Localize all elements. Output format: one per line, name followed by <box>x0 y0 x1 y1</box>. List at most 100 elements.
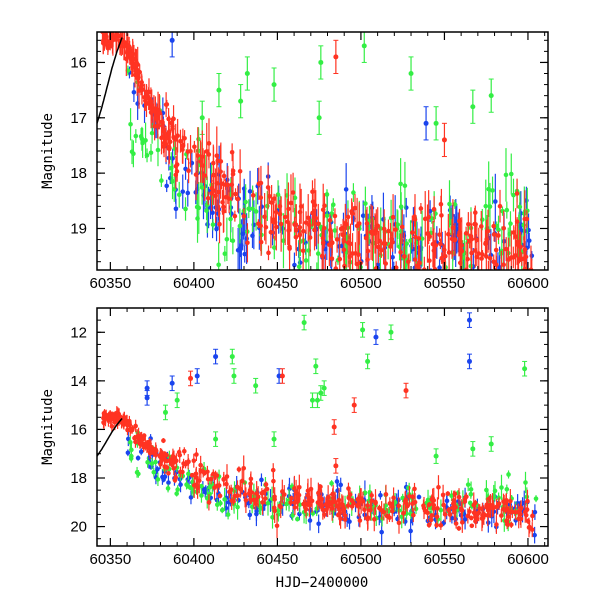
top-red-point <box>480 252 485 257</box>
bottom-red-outlier-point <box>331 424 337 430</box>
top-blue-point <box>493 199 498 204</box>
top-blue-point <box>496 270 501 275</box>
top-green-point <box>253 209 259 214</box>
top-red-point <box>271 217 276 223</box>
top-red-point <box>144 89 149 95</box>
top-red-point <box>229 149 235 155</box>
top-green-point <box>222 251 228 257</box>
bottom-red-point <box>339 501 345 507</box>
bottom-green-point <box>129 453 134 459</box>
bottom-red-point <box>442 512 448 517</box>
top-red-point <box>377 238 383 244</box>
bottom-red-point <box>174 458 179 464</box>
top-green-outlier-point <box>361 43 367 49</box>
bottom-red-point <box>525 498 530 504</box>
top-red-point <box>457 230 462 235</box>
bottom-x-tick-label: 60350 <box>90 551 132 568</box>
top-red-point <box>473 222 478 227</box>
top-blue-point <box>131 89 137 95</box>
bottom-red-point <box>508 498 513 504</box>
top-red-point <box>134 75 140 81</box>
bottom-red-point <box>178 469 183 475</box>
top-green-point <box>237 223 243 229</box>
bottom-green-outlier-point <box>271 436 277 442</box>
top-red-point <box>286 206 291 212</box>
bottom-red-point <box>402 498 408 504</box>
bottom-blue-point <box>126 436 131 442</box>
top-red-outlier-point <box>333 54 339 60</box>
bottom-green-outlier-point <box>229 354 235 360</box>
top-red-point <box>349 209 354 214</box>
bottom-red-point <box>475 510 481 516</box>
bottom-red-point <box>358 498 364 504</box>
bottom-x-tick-label: 60500 <box>340 551 382 568</box>
bottom-red-point <box>453 504 458 510</box>
bottom-green-point <box>362 490 368 496</box>
top-red-point <box>265 185 271 190</box>
top-red-point <box>151 108 157 113</box>
top-blue-point <box>242 251 247 257</box>
top-red-point <box>241 213 247 219</box>
bottom-red-point <box>236 467 242 472</box>
bottom-red-point <box>161 438 166 443</box>
bottom-red-point <box>387 501 393 506</box>
bottom-panel: 60350 60400 60450 60500 60550 60600 12 14 16 18 20… <box>40 307 549 591</box>
bottom-red-point <box>169 462 175 467</box>
bottom-red-point <box>518 516 524 522</box>
bottom-blue-point <box>532 532 537 538</box>
top-green-point <box>398 181 403 187</box>
top-red-point <box>486 281 491 286</box>
bottom-plot-frame <box>96 307 549 547</box>
bottom-red-point <box>447 512 453 517</box>
bottom-red-point <box>365 503 370 508</box>
bottom-red-point <box>228 487 234 492</box>
bottom-red-outlier-point <box>403 388 409 394</box>
bottom-data-layer <box>97 312 539 545</box>
bottom-red-point <box>293 489 299 495</box>
top-blue-point <box>403 275 408 280</box>
top-red-point <box>416 265 421 270</box>
bottom-green-point <box>413 506 419 512</box>
bottom-red-point <box>206 500 212 505</box>
top-red-point <box>431 248 437 253</box>
bottom-red-point <box>194 452 199 457</box>
top-red-point <box>233 191 238 197</box>
top-red-point <box>437 232 442 237</box>
bottom-green-point <box>499 485 504 490</box>
bottom-red-point <box>459 507 465 513</box>
bottom-red-point <box>289 495 294 501</box>
bottom-red-point <box>150 446 156 452</box>
top-red-point <box>303 220 309 225</box>
top-blue-outlier-point <box>423 120 429 126</box>
top-green-point <box>330 202 336 207</box>
top-green-point <box>398 228 404 234</box>
top-green-point <box>447 201 452 207</box>
top-red-point <box>267 194 272 199</box>
top-red-point <box>341 238 347 244</box>
top-red-point <box>522 247 528 252</box>
top-red-point <box>327 217 333 223</box>
bottom-red-point <box>189 472 195 478</box>
bottom-green-point <box>265 501 271 506</box>
bottom-green-outlier-point <box>174 397 180 403</box>
top-y-tick-label: 17 <box>70 110 87 127</box>
bottom-red-point <box>504 506 510 512</box>
top-blue-point <box>235 247 241 253</box>
top-blue-point <box>343 187 349 192</box>
top-blue-point <box>429 295 434 300</box>
top-green-point <box>168 165 174 171</box>
top-green-point <box>363 201 368 206</box>
top-red-point <box>169 120 174 126</box>
top-red-point <box>126 44 132 49</box>
bottom-blue-point <box>178 482 183 487</box>
bottom-green-point <box>524 494 530 500</box>
bottom-red-point <box>365 516 370 522</box>
bottom-red-point <box>529 527 535 532</box>
bottom-red-point <box>158 452 163 458</box>
bottom-y-tick-label: 12 <box>70 324 87 341</box>
bottom-green-point <box>186 471 191 477</box>
bottom-green-point <box>290 513 295 518</box>
top-red-point <box>293 234 299 240</box>
bottom-red-point <box>518 506 524 511</box>
top-green-point <box>246 206 252 211</box>
